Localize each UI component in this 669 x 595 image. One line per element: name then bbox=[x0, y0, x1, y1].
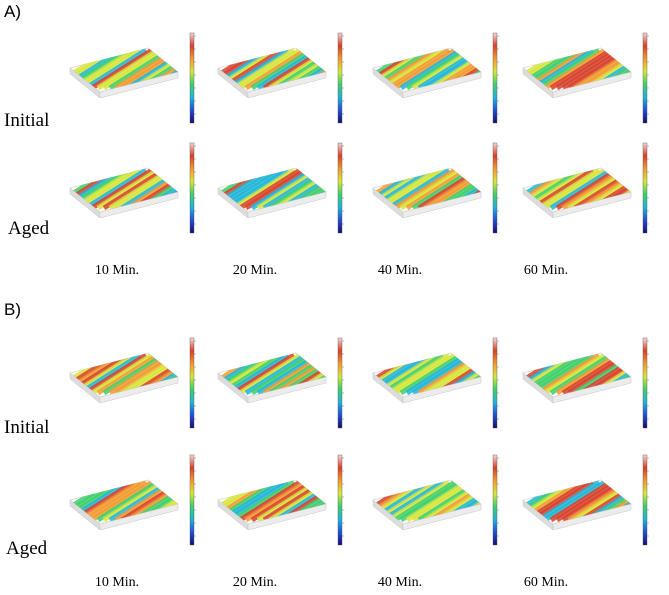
topography-image bbox=[69, 32, 196, 124]
surface-plot-b-initial-40 bbox=[365, 333, 515, 453]
panel-b-col-10: 10 Min. bbox=[94, 575, 140, 590]
panel-a-col-40: 40 Min. bbox=[377, 263, 423, 278]
topography-image bbox=[372, 142, 499, 234]
surface-plot-b-initial-10 bbox=[62, 333, 212, 453]
panel-b-row-initial: Initial bbox=[4, 417, 50, 438]
surface-plot-b-initial-20 bbox=[210, 333, 360, 453]
surface-plot-a-initial-10 bbox=[62, 28, 212, 148]
topography-image bbox=[217, 142, 344, 234]
surface-plot-a-initial-60 bbox=[515, 28, 665, 148]
surface-plot-b-aged-10 bbox=[62, 450, 212, 570]
panel-a-label: A) bbox=[4, 2, 21, 21]
topography-image bbox=[69, 454, 196, 546]
surface-plot-b-aged-60 bbox=[515, 450, 665, 570]
panel-b-label: B) bbox=[4, 300, 21, 319]
panel-a-col-60: 60 Min. bbox=[523, 263, 569, 278]
topography-image bbox=[522, 454, 649, 546]
topography-image bbox=[69, 337, 196, 429]
panel-b-row-aged: Aged bbox=[6, 538, 48, 559]
surface-plot-a-initial-20 bbox=[210, 28, 360, 148]
surface-plot-b-aged-20 bbox=[210, 450, 360, 570]
panel-b-col-60: 60 Min. bbox=[523, 575, 569, 590]
surface-plot-a-aged-20 bbox=[210, 138, 360, 258]
surface-plot-a-aged-10 bbox=[62, 138, 212, 258]
panel-a-col-10: 10 Min. bbox=[94, 263, 140, 278]
surface-plot-a-initial-40 bbox=[365, 28, 515, 148]
topography-image bbox=[372, 32, 499, 124]
panel-b-col-40: 40 Min. bbox=[377, 575, 423, 590]
surface-plot-a-aged-40 bbox=[365, 138, 515, 258]
surface-plot-a-aged-60 bbox=[515, 138, 665, 258]
topography-image bbox=[372, 337, 499, 429]
panel-a-row-initial: Initial bbox=[4, 110, 50, 131]
surface-plot-b-initial-60 bbox=[515, 333, 665, 453]
panel-a-row-aged: Aged bbox=[8, 218, 50, 239]
topography-image bbox=[522, 32, 649, 124]
topography-image bbox=[217, 337, 344, 429]
topography-image bbox=[217, 454, 344, 546]
panel-b-col-20: 20 Min. bbox=[232, 575, 278, 590]
surface-plot-b-aged-40 bbox=[365, 450, 515, 570]
panel-a-col-20: 20 Min. bbox=[232, 263, 278, 278]
topography-image bbox=[522, 337, 649, 429]
topography-image bbox=[372, 454, 499, 546]
topography-image bbox=[69, 142, 196, 234]
topography-image bbox=[522, 142, 649, 234]
topography-image bbox=[217, 32, 344, 124]
